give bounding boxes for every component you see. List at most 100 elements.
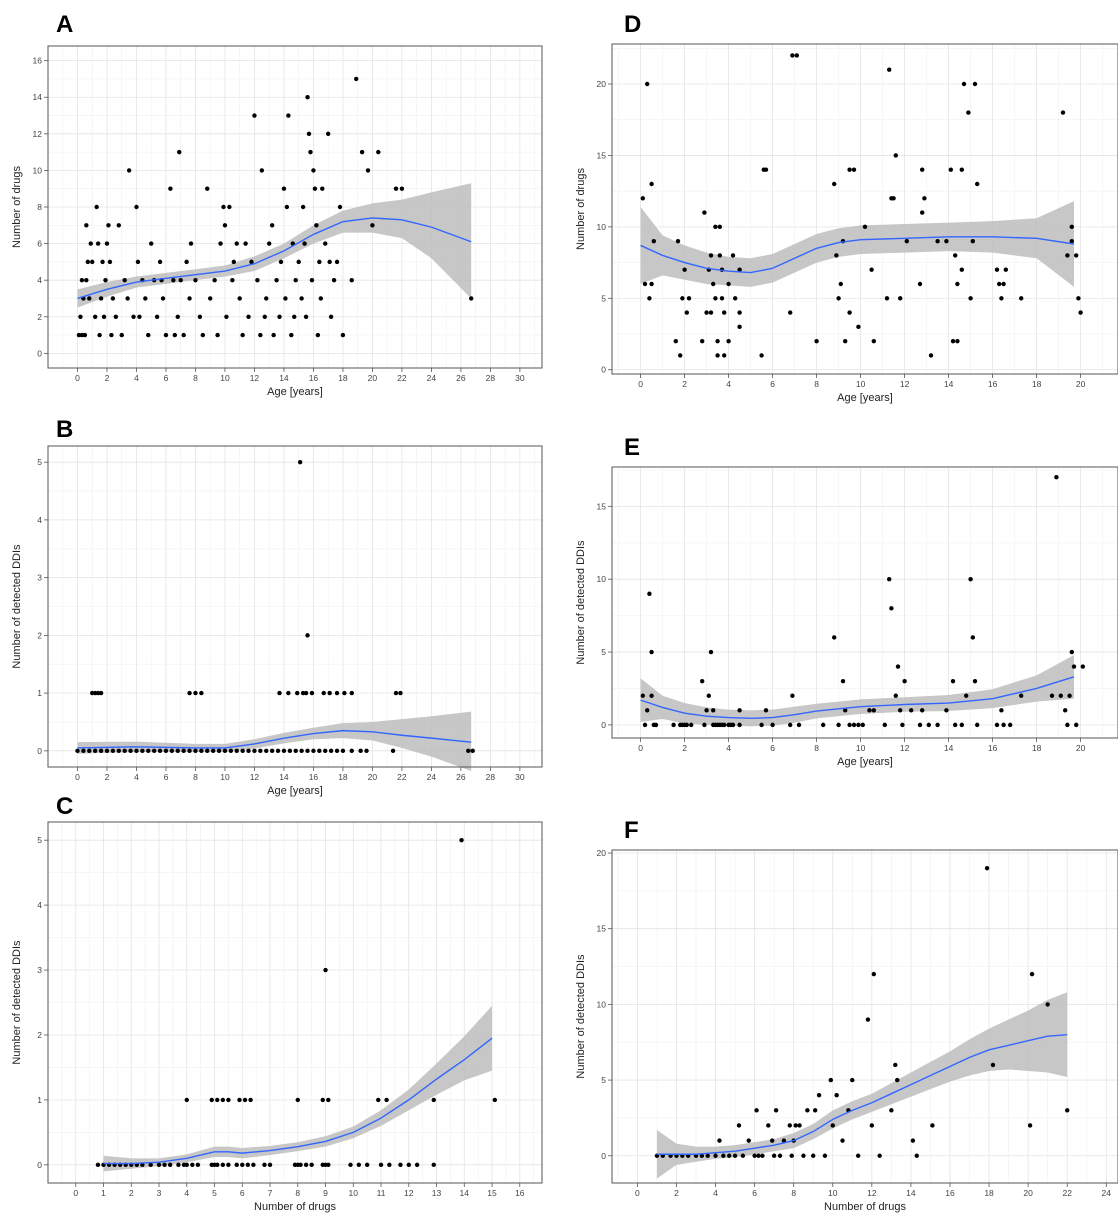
data-point: [959, 167, 964, 172]
data-point: [81, 748, 86, 754]
data-point: [871, 708, 876, 713]
x-tick-label: 8: [193, 772, 198, 782]
panel-letter-e: E: [624, 434, 640, 461]
x-tick-label: 20: [368, 772, 378, 782]
data-point: [856, 324, 861, 330]
data-point: [85, 259, 91, 265]
data-point: [370, 223, 375, 228]
data-point: [172, 332, 178, 338]
data-point: [163, 332, 169, 338]
data-point: [935, 722, 940, 728]
panel-letter-b: B: [56, 416, 73, 443]
data-point: [732, 1153, 738, 1158]
data-point: [788, 722, 793, 728]
data-point: [286, 690, 291, 696]
y-tick-label: 4: [37, 275, 42, 285]
data-point: [649, 281, 654, 287]
data-point: [297, 459, 303, 465]
data-point: [299, 296, 304, 301]
data-point: [390, 748, 396, 754]
data-point: [812, 1108, 818, 1113]
x-tick-label: 16: [988, 379, 998, 389]
data-point: [246, 748, 251, 754]
x-tick-label: 12: [250, 373, 260, 383]
data-point: [708, 253, 714, 258]
data-point: [215, 1162, 220, 1168]
data-point: [205, 748, 210, 754]
data-point: [711, 281, 716, 287]
data-point: [251, 1162, 256, 1168]
data-point: [840, 1138, 845, 1143]
data-point: [226, 1162, 231, 1168]
data-point: [140, 748, 145, 754]
x-tick-label: 6: [752, 1188, 757, 1198]
data-point: [84, 223, 89, 228]
data-point: [210, 748, 216, 754]
data-point: [1058, 693, 1064, 698]
data-point: [296, 259, 301, 265]
data-point: [378, 1162, 384, 1168]
data-point: [726, 338, 731, 344]
data-point: [1001, 281, 1006, 287]
smooth-line-c: [103, 1037, 493, 1165]
data-point: [240, 748, 245, 754]
data-point: [1074, 722, 1079, 728]
x-tick-label: 28: [486, 373, 496, 383]
data-point: [869, 1123, 875, 1128]
data-point: [1069, 649, 1075, 655]
data-point: [850, 1077, 855, 1083]
data-point: [162, 1162, 167, 1168]
y-tick-label: 0: [601, 1151, 606, 1161]
x-tick-label: 16: [515, 1188, 525, 1198]
data-point: [871, 971, 876, 977]
y-axis-title-b: Number of detected DDIs: [11, 544, 23, 669]
data-point: [1076, 296, 1081, 301]
data-point: [293, 277, 298, 283]
data-point: [230, 277, 235, 283]
data-point: [836, 296, 841, 301]
data-point: [175, 748, 180, 754]
data-point: [431, 1097, 436, 1103]
y-tick-label: 0: [37, 348, 42, 358]
data-point: [950, 338, 956, 344]
data-point: [645, 708, 650, 713]
x-tick-label: 26: [456, 772, 466, 782]
data-point: [966, 110, 971, 115]
x-tick-label: 0: [73, 1188, 78, 1198]
data-point: [736, 1123, 742, 1128]
data-point: [314, 223, 319, 228]
data-point: [317, 748, 322, 754]
x-tick-label: 18: [338, 373, 348, 383]
data-point: [990, 1062, 996, 1068]
y-tick-label: 0: [37, 1160, 42, 1170]
data-point: [249, 259, 254, 265]
y-tick-label: 5: [601, 293, 606, 303]
data-point: [920, 167, 925, 172]
x-tick-label: 22: [397, 772, 407, 782]
data-point: [856, 722, 861, 728]
data-point: [262, 314, 267, 319]
data-point: [777, 1153, 783, 1158]
data-point: [642, 281, 648, 287]
x-tick-label: 6: [164, 373, 169, 383]
x-tick-label: 4: [726, 743, 731, 753]
data-point: [684, 310, 689, 315]
data-point: [110, 296, 116, 301]
x-tick-label: 30: [515, 373, 525, 383]
data-point: [759, 722, 764, 728]
data-point: [671, 722, 676, 728]
data-point: [1019, 693, 1024, 698]
data-point: [137, 314, 142, 319]
y-tick-label: 3: [37, 965, 42, 975]
data-point: [197, 314, 203, 319]
data-point: [328, 748, 334, 754]
data-point: [384, 1097, 389, 1103]
data-point: [264, 748, 269, 754]
data-point: [237, 296, 242, 301]
data-point: [781, 1138, 787, 1143]
data-point: [119, 332, 124, 338]
x-tick-label: 6: [240, 1188, 245, 1198]
data-point: [770, 722, 775, 728]
data-point: [234, 241, 239, 246]
